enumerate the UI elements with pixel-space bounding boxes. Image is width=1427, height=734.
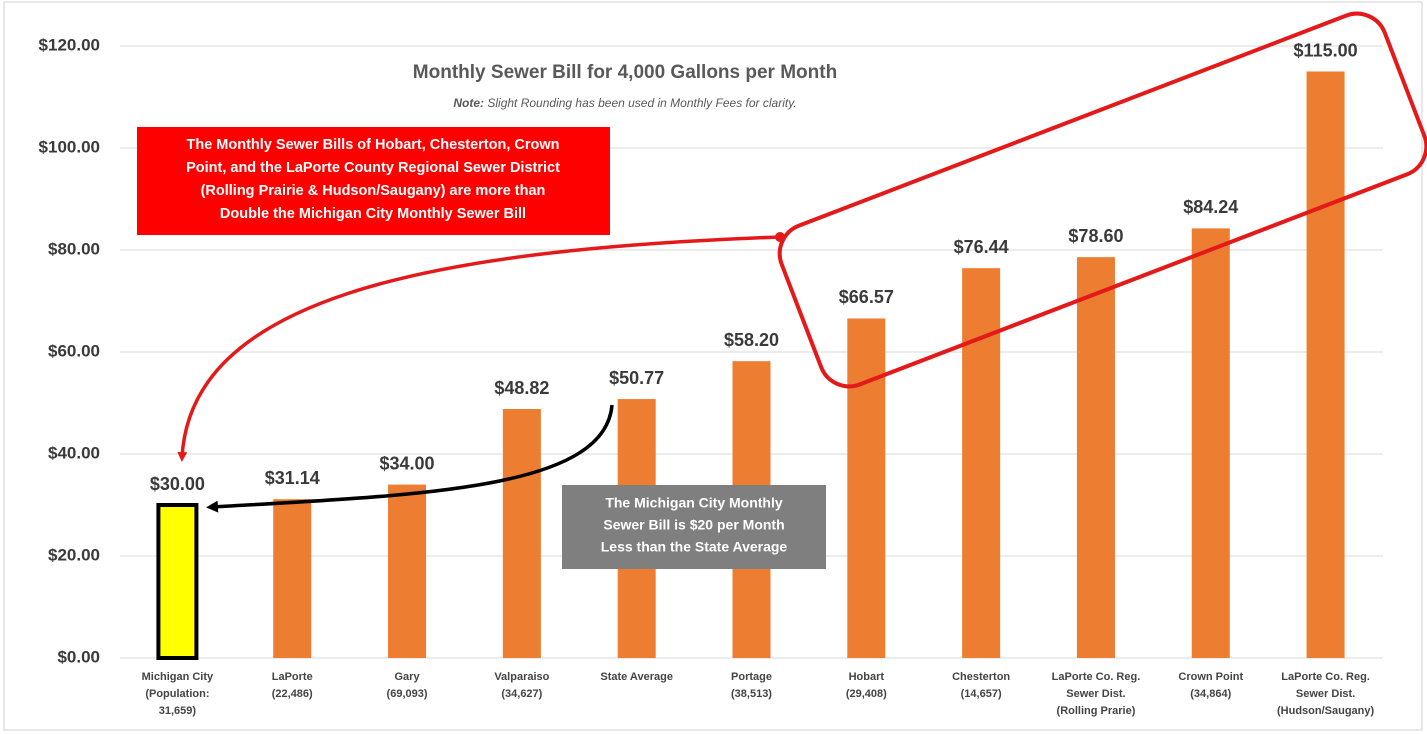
value-label: $50.77: [609, 368, 664, 388]
callout-text: Less than the State Average: [601, 539, 788, 555]
x-tick-label: Gary (69,093): [387, 671, 428, 700]
highlight-outline: [777, 11, 1427, 389]
y-tick-label: $60.00: [48, 341, 100, 360]
value-label: $30.00: [150, 474, 205, 494]
callout-text: Sewer Bill is $20 per Month: [603, 517, 784, 533]
x-tick-label: Valparaiso (34,627): [494, 671, 549, 700]
bar: [1191, 228, 1230, 658]
x-tick-label: Portage (38,513): [731, 671, 772, 700]
arrow-dot: [775, 232, 785, 242]
y-tick-label: $40.00: [48, 443, 100, 462]
x-tick-label: LaPorte Co. Reg. Sewer Dist. (Rolling Prar…: [1052, 671, 1141, 717]
x-tick-label: Crown Point (34,864): [1178, 671, 1243, 700]
gray-callout: [562, 485, 826, 569]
value-label: $31.14: [265, 468, 320, 488]
note: Note: Slight Rounding has been used in M…: [453, 96, 796, 110]
callout-text: The Michigan City Monthly: [605, 495, 783, 511]
callout-text: Point, and the LaPorte County Regional S…: [186, 160, 560, 176]
value-label: $115.00: [1294, 40, 1358, 60]
x-tick-label: LaPorte (22,486): [272, 671, 313, 700]
x-tick-label: Hobart (29,408): [846, 671, 887, 700]
bar: [962, 268, 1001, 658]
bar: [502, 409, 541, 658]
red-arrow: [177, 235, 781, 462]
x-tick-label: Chesterton (14,657): [952, 671, 1010, 700]
y-tick-label: $20.00: [48, 545, 100, 564]
value-label: $58.20: [724, 330, 779, 350]
bar: [847, 318, 886, 658]
black-arrow: [206, 404, 614, 513]
x-tick-label: LaPorte Co. Reg. Sewer Dist. (Hudson/Sauga…: [1277, 671, 1375, 717]
x-tick-label: Michigan City (Population: 31,659): [142, 671, 214, 717]
value-label: $34.00: [380, 453, 435, 473]
bar: [388, 484, 427, 658]
value-label: $78.60: [1068, 226, 1123, 246]
value-label: $76.44: [954, 237, 1009, 257]
callout-text: Double the Michigan City Monthly Sewer B…: [220, 206, 526, 222]
value-label: $48.82: [494, 378, 549, 398]
y-tick-label: $100.00: [39, 137, 100, 156]
bar: [273, 499, 312, 658]
callout-text: (Rolling Prairie & Hudson/Saugany) are m…: [201, 183, 546, 199]
red-callout: [137, 127, 610, 235]
annotations: The Monthly Sewer Bills of Hobart, Chest…: [186, 137, 787, 555]
x-tick-label: State Average: [600, 671, 673, 683]
bar: [1076, 257, 1115, 658]
bar: [1306, 71, 1345, 658]
value-label: $84.24: [1183, 197, 1238, 217]
y-tick-label: $80.00: [48, 239, 100, 258]
bar: [156, 503, 199, 660]
frame: [3, 1, 1423, 731]
value-label: $66.57: [839, 287, 894, 307]
chart-title: Monthly Sewer Bill for 4,000 Gallons per…: [413, 62, 837, 83]
y-tick-label: $0.00: [57, 647, 100, 666]
note-label: Note:: [453, 96, 484, 110]
note-text: Slight Rounding has been used in Monthly…: [487, 96, 796, 110]
callout-text: The Monthly Sewer Bills of Hobart, Chest…: [187, 137, 560, 153]
y-tick-label: $120.00: [39, 35, 100, 54]
